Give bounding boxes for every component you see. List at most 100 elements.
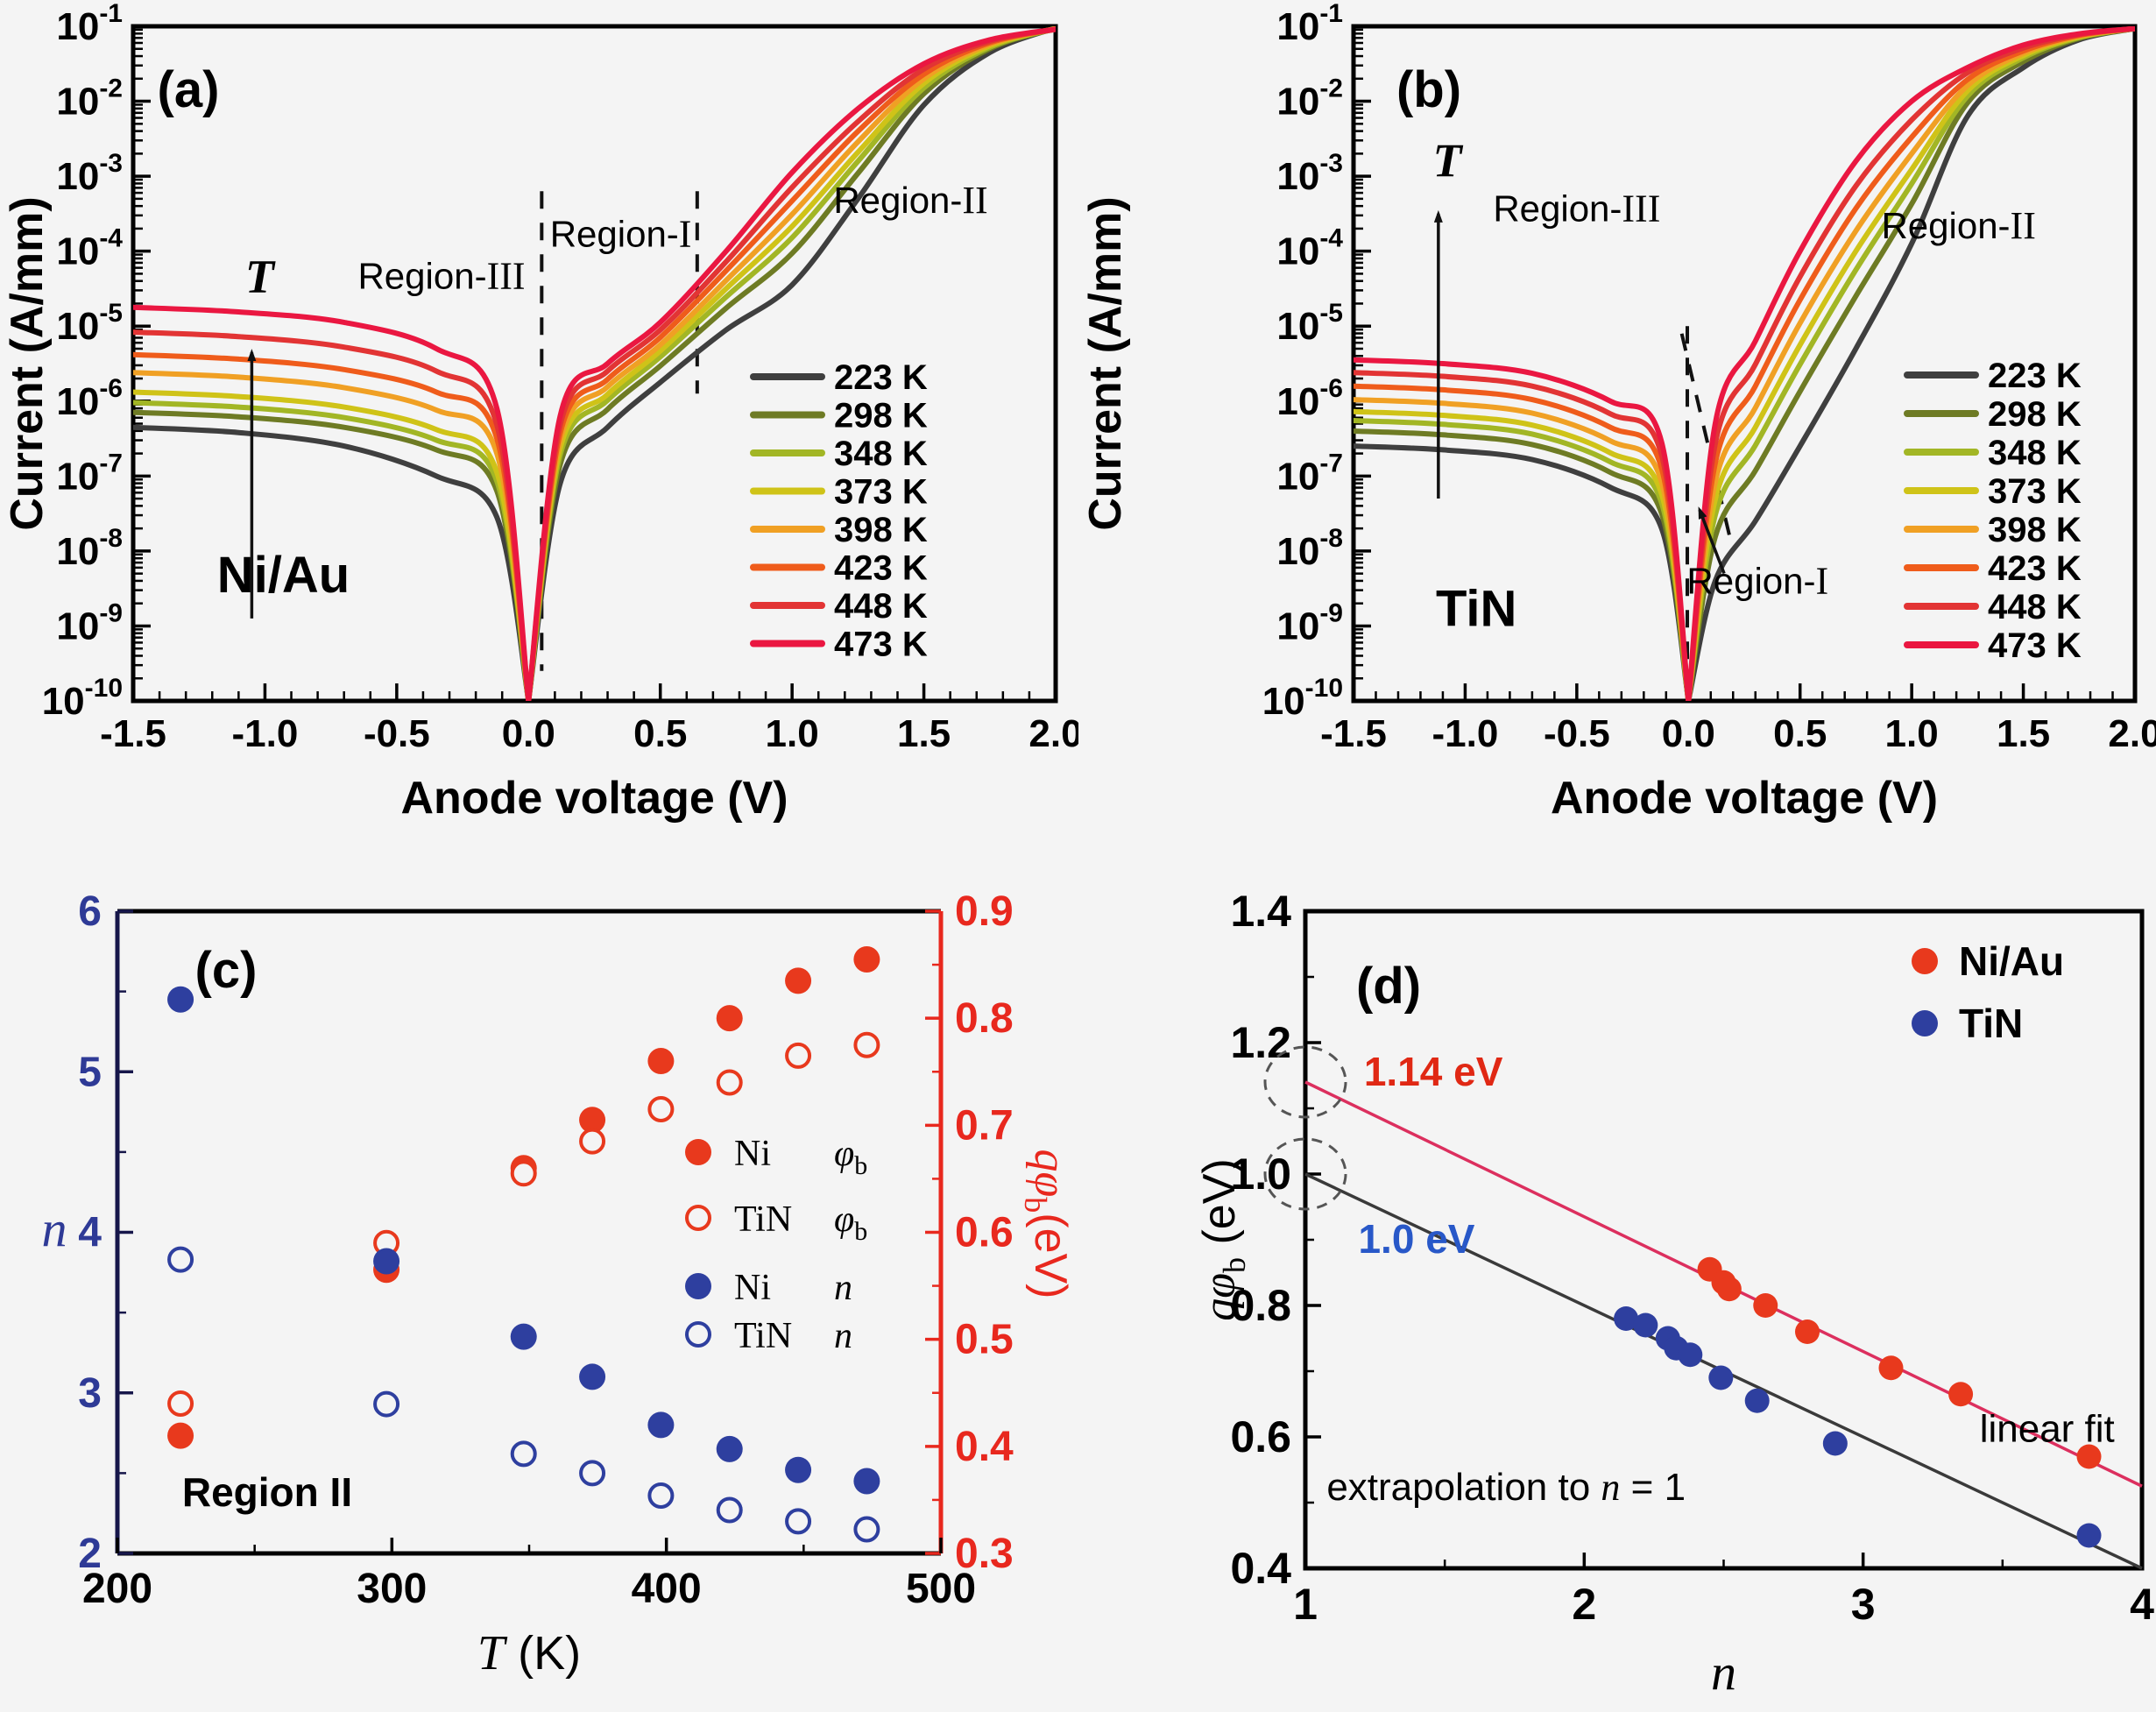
iv-curve-473K (133, 26, 1056, 701)
intercept-label: 1.0 eV (1358, 1216, 1474, 1262)
x-tick-label: 1.0 (766, 712, 819, 755)
point-ni_phib (785, 967, 812, 994)
panel-tag: (d) (1356, 958, 1421, 1015)
x-tick-label: 2 (1572, 1580, 1596, 1629)
legend-label: 298 K (1988, 395, 2082, 434)
legend-label: TiN n (734, 1316, 852, 1356)
right-tick-label: 0.4 (955, 1424, 1014, 1470)
point-ni_n (785, 1456, 812, 1483)
legend-label: 223 K (834, 358, 928, 397)
point-ni_phib (647, 1048, 675, 1075)
panel-b-iv-plot: 10-1 10-2 10-3 10-4 10-5 10-6 10-7 10-8 10-9 10-1… (1080, 0, 2156, 824)
y-tick-label: 10-7 (1276, 449, 1343, 498)
iv-curves (1354, 26, 2135, 701)
right-tick-label: 0.8 (955, 995, 1014, 1042)
point-ni_phib (167, 1422, 194, 1449)
right-axis-title: qφb(eV) (1018, 1149, 1076, 1298)
point-Ni-Au (2076, 1444, 2102, 1469)
axis-ticks (116, 909, 943, 1555)
iv-curve-473K (1354, 26, 2135, 701)
legend-label: 473 K (1988, 626, 2082, 665)
point-ni_n (167, 986, 194, 1013)
region-i-arrow (1698, 506, 1726, 575)
region-label-II: Region-II (1881, 204, 2035, 247)
legend-label: 398 K (1988, 511, 2082, 549)
x-tick-label: 0.5 (1773, 712, 1827, 755)
point-tin_n (510, 1440, 537, 1468)
legend-label: TiN (1959, 1001, 2023, 1046)
device-label: TiN (1436, 580, 1516, 637)
point-tin_n (579, 1460, 606, 1487)
point-tin_phib (167, 1390, 194, 1417)
panel-d-phib-vs-n: 0.4 0.6 0.8 1.0 1.2 1.4 1 2 3 4 qφb (eV) n 1.14 eV 1.… (1194, 887, 2154, 1701)
region-boundary-dashed-line (1679, 333, 1735, 552)
left-tick-label: 2 (78, 1531, 102, 1577)
x-tick-label: 400 (632, 1566, 702, 1612)
x-tick-label: -1.5 (100, 712, 166, 755)
right-tick-label: 0.5 (955, 1317, 1014, 1363)
extrapolation-circle (1263, 1137, 1347, 1211)
x-tick-label: 300 (357, 1566, 427, 1612)
panel-tag: (c) (195, 942, 258, 999)
legend-label: 473 K (834, 626, 928, 664)
legend-label: 423 K (834, 549, 928, 588)
legend: Ni φb TiN φb Ni n TiN n (685, 1134, 867, 1356)
region-label-I: Region-I (550, 213, 692, 256)
point-TiN (1708, 1365, 1734, 1390)
point-Ni-Au (1716, 1277, 1742, 1302)
y-tick-label: 10-4 (56, 224, 123, 273)
intercept-label: 1.14 eV (1364, 1049, 1503, 1094)
device-label: Ni/Au (217, 547, 350, 604)
x-tick-label: 4 (2130, 1580, 2154, 1629)
y-tick-label: 10-3 (56, 149, 123, 198)
axis-ticks (1352, 25, 2137, 703)
x-tick-label: 1.5 (1997, 712, 2050, 755)
y-tick-label: 0.4 (1230, 1544, 1291, 1593)
point-Ni-Au (1878, 1355, 1904, 1381)
point-ni_n (579, 1363, 606, 1390)
point-tin_phib (785, 1042, 812, 1069)
x-tick-label: 3 (1851, 1580, 1876, 1629)
legend-marker (685, 1273, 711, 1299)
y-tick-label: 10-6 (1276, 374, 1343, 423)
y-tick-label: 10-2 (56, 74, 123, 124)
y-tick-label: 1.4 (1230, 887, 1291, 936)
legend-label: 348 K (834, 435, 928, 473)
x-tick-label: 0.0 (1662, 712, 1715, 755)
left-tick-label: 5 (78, 1049, 102, 1095)
y-tick-label: 10-10 (1262, 674, 1343, 723)
x-axis-title: n (1711, 1644, 1736, 1701)
region-label-III: Region-III (1493, 187, 1660, 230)
scatter-points (167, 945, 880, 1543)
x-tick-label: 1.0 (1885, 712, 1939, 755)
point-tin_n (853, 1516, 880, 1543)
point-TiN (1614, 1306, 1639, 1331)
left-tick-label: 3 (78, 1370, 102, 1417)
y-tick-label: 10-4 (1276, 224, 1343, 273)
legend-label: 448 K (1988, 588, 2082, 626)
x-tick-label: 1.5 (897, 712, 951, 755)
x-axis-title: Anode voltage (V) (1551, 773, 1938, 824)
y-tick-label: 1.2 (1230, 1018, 1291, 1067)
left-axis-title: n (42, 1200, 67, 1257)
point-ni_n (853, 1468, 880, 1495)
region-ii-label: Region II (182, 1469, 352, 1515)
panel-tag: (b) (1396, 61, 1461, 118)
region-label-II: Region-II (833, 179, 987, 222)
point-TiN (1744, 1388, 1770, 1413)
scatter-points (1614, 1256, 2102, 1548)
axes-frame (1351, 24, 2138, 704)
legend-label: 373 K (834, 473, 928, 512)
y-axis-title: Current (A/mm) (1080, 196, 1131, 530)
x-tick-label: -0.5 (364, 712, 430, 755)
point-ni_phib (853, 945, 880, 973)
legend-marker (1912, 1010, 1938, 1036)
y-tick-label: 10-7 (56, 449, 123, 498)
panel-c-n-phib-vs-T: 2 3 4 5 6 0.3 0.4 0.5 0.6 0.7 0.8 0.9 200 300 400 500 n T… (42, 888, 1077, 1680)
point-tin_phib (579, 1128, 606, 1155)
y-tick-label: 10-6 (56, 374, 123, 423)
x-tick-label: -0.5 (1544, 712, 1610, 755)
y-axis-title: qφb (eV) (1194, 1158, 1252, 1320)
